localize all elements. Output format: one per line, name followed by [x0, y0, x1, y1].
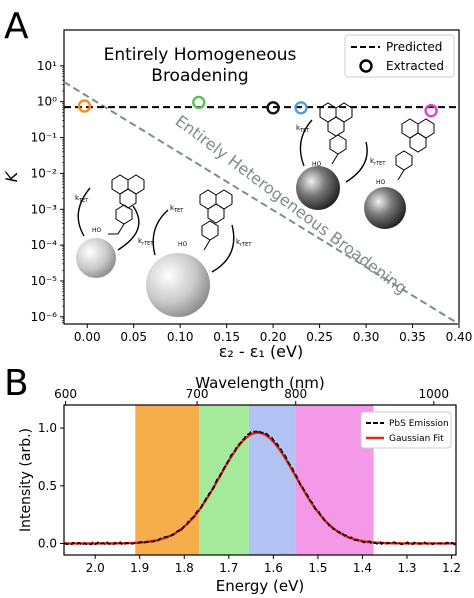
- homogeneous-label-line2: Broadening: [151, 66, 248, 86]
- ktet-arrow-icon: [152, 209, 169, 256]
- anthracene-molecule-icon: [395, 118, 435, 181]
- carboxyl-ho-label: HO: [376, 179, 386, 186]
- homogeneous-label-line1: Entirely Homogeneous: [104, 45, 297, 65]
- y-tick-label: 10¹: [37, 59, 57, 73]
- panel-b-color-bands: [135, 405, 374, 555]
- series-pbs-emission: [63, 428, 457, 546]
- nanocrystal-sphere: [296, 166, 340, 210]
- y-tick-label: 10⁻⁵: [31, 274, 58, 288]
- extracted-point-5: [424, 103, 438, 118]
- panel-letter-a: A: [4, 6, 29, 47]
- nanocrystal-sphere: [364, 187, 406, 229]
- x-tick-label: 2.0: [86, 561, 105, 575]
- x-tick-label: 0.20: [260, 330, 287, 344]
- x-tick-label: 1.4: [353, 561, 372, 575]
- top-x-tick-label: 1000: [419, 387, 450, 401]
- x-tick-label: 1.7: [219, 561, 238, 575]
- x-tick-label: 1.2: [442, 561, 461, 575]
- anthracene-molecule-icon: [108, 174, 145, 235]
- particle-illustration-large: kTET krTET HO: [146, 189, 252, 317]
- panel-a-points: [77, 95, 438, 118]
- ktet-arrow-icon: [77, 187, 91, 237]
- y-tick-label: 10⁻²: [31, 166, 58, 180]
- panel-b-top-axis-label: Wavelength (nm): [195, 374, 325, 392]
- panel-b-legend: PbS Emission Gaussian Fit: [360, 411, 452, 449]
- x-tick-label: 1.5: [308, 561, 327, 575]
- panel-b-x-axis-label: Energy (eV): [216, 577, 304, 595]
- panel-b-y-ticks: 0.0 0.5 1.0: [38, 421, 64, 550]
- y-tick-label: 10⁰: [37, 95, 57, 109]
- ktet-label: kTET: [170, 204, 184, 214]
- legend-extracted-swatch: [359, 59, 373, 73]
- x-tick-label: 1.9: [130, 561, 149, 575]
- panel-b-plot-area: [63, 404, 457, 556]
- y-tick-label: 10⁻³: [31, 202, 58, 216]
- krtet-label: krTET: [236, 238, 252, 248]
- anthracene-molecule-icon: [319, 102, 353, 165]
- color-band-1: [135, 405, 199, 555]
- panel-a-chart: Entirely Homogeneous Broadening Entirely…: [2, 29, 472, 361]
- krtet-arrow-icon: [117, 205, 140, 251]
- panel-a-legend: Predicted Extracted: [344, 34, 455, 78]
- krtet-label: krTET: [370, 157, 386, 167]
- x-tick-label: 0.05: [120, 330, 147, 344]
- nanocrystal-sphere: [146, 253, 210, 317]
- heterogeneous-broadening-line: [63, 81, 460, 325]
- krtet-arrow-icon: [211, 224, 235, 273]
- x-tick-label: 0.40: [446, 330, 473, 344]
- panel-a-y-axis-label: K: [2, 170, 21, 182]
- legend-predicted-label: Predicted: [386, 40, 442, 54]
- y-tick-label: 10⁻⁴: [31, 238, 58, 252]
- color-band-2: [198, 405, 249, 555]
- x-tick-label: 1.3: [397, 561, 416, 575]
- legend-fit-label: Gaussian Fit: [389, 434, 444, 444]
- panel-b-x-ticks: 2.0 1.9 1.8 1.7 1.6 1.5 1.4 1.3 1.2: [86, 555, 461, 575]
- top-x-tick-label: 700: [186, 387, 209, 401]
- particle-illustration-dark-1: kTET krTET HO: [296, 102, 386, 210]
- panel-a-x-ticks: 0.00 0.05 0.10 0.15 0.20 0.25 0.30 0.35 0.40: [74, 324, 472, 344]
- color-band-3: [248, 405, 296, 555]
- carboxyl-ho-label: HO: [178, 241, 188, 248]
- ktet-label: kTET: [296, 124, 310, 134]
- legend-emission-label: PbS Emission: [389, 419, 449, 429]
- carboxyl-ho-label: HO: [92, 227, 102, 234]
- x-tick-label: 1.8: [175, 561, 194, 575]
- carboxyl-ho-label: HO: [312, 161, 322, 168]
- extracted-point-2: [192, 95, 206, 110]
- panel-b-chart: 2.0 1.9 1.8 1.7 1.6 1.5 1.4 1.3 1.2 600 700 800 100…: [18, 374, 461, 595]
- extracted-point-3: [266, 101, 280, 115]
- y-tick-label: 0.5: [38, 479, 57, 493]
- anthracene-molecule-icon: [199, 189, 233, 251]
- particle-illustration-small: kTET krTET HO: [75, 174, 154, 278]
- particle-illustration-dark-2: HO: [364, 118, 435, 229]
- top-x-tick-label: 800: [284, 387, 307, 401]
- x-tick-label: 0.25: [306, 330, 333, 344]
- extracted-point-4: [294, 101, 308, 115]
- krtet-arrow-icon: [345, 141, 368, 183]
- y-tick-label: 10⁻⁶: [31, 310, 58, 324]
- panel-b-y-axis-label: Intensity (arb.): [18, 428, 34, 532]
- x-tick-label: 0.35: [399, 330, 426, 344]
- y-tick-label: 0.0: [38, 536, 57, 550]
- panel-letter-b: B: [4, 363, 29, 404]
- panel-b-top-x-ticks: 600 700 800 1000: [54, 387, 449, 405]
- x-tick-label: 0.10: [167, 330, 194, 344]
- ktet-arrow-icon: [299, 119, 313, 167]
- ktet-label: kTET: [75, 194, 89, 204]
- panel-a-y-ticks: 10¹ 10⁰ 10⁻¹ 10⁻² 10⁻³ 10⁻⁴ 10⁻⁵ 10⁻⁶: [31, 59, 64, 324]
- y-tick-label: 10⁻¹: [31, 131, 58, 145]
- y-tick-label: 1.0: [38, 421, 57, 435]
- x-tick-label: 1.6: [264, 561, 283, 575]
- nanocrystal-sphere: [76, 238, 116, 278]
- top-x-tick-label: 600: [54, 387, 77, 401]
- legend-extracted-label: Extracted: [386, 59, 444, 73]
- panel-a-x-axis-label: ε₂ - ε₁ (eV): [219, 342, 303, 361]
- x-tick-label: 0.15: [213, 330, 240, 344]
- krtet-label: krTET: [138, 237, 154, 247]
- extracted-point-1: [77, 99, 92, 113]
- x-tick-label: 0.00: [74, 330, 101, 344]
- x-tick-label: 0.30: [353, 330, 380, 344]
